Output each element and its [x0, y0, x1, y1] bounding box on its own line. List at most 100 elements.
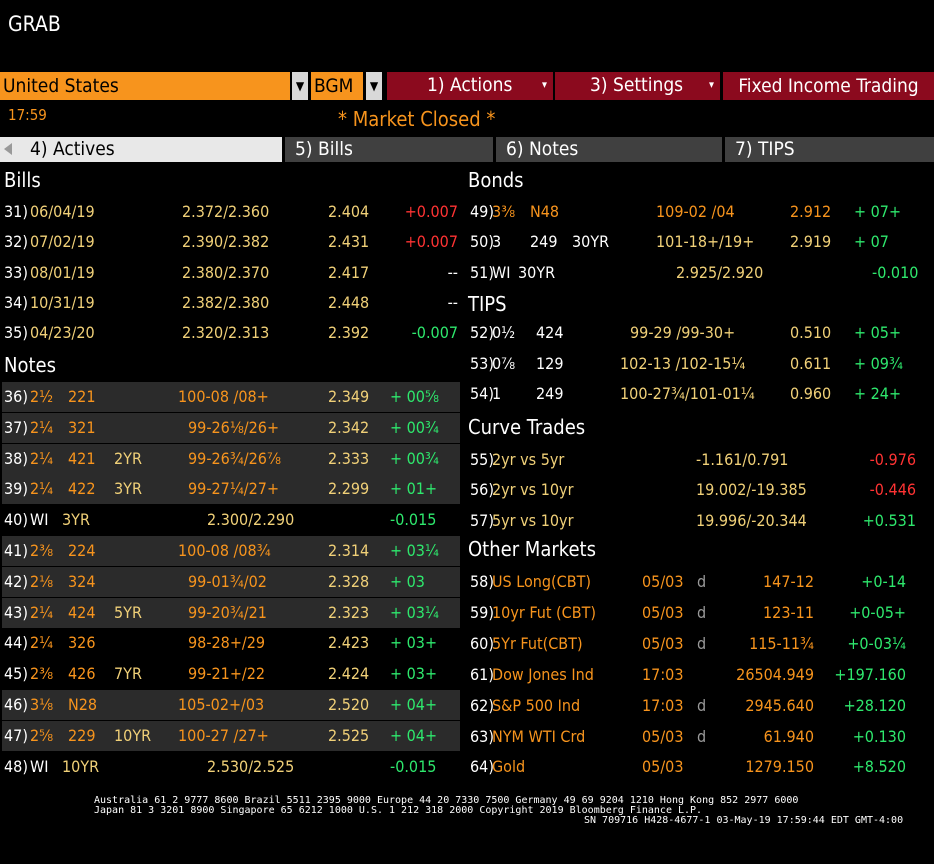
yield: 2.423	[328, 633, 370, 653]
coupon: WI	[492, 262, 511, 282]
row-number: 60)	[470, 633, 494, 653]
bid-ask: 99-26⅛/26+	[188, 417, 279, 437]
table-row[interactable]: 49) 3⅜ N48 109-02 /04 2.912 + 07+	[468, 197, 930, 227]
other-markets-section-title: Other Markets	[468, 537, 596, 561]
bills-section-title: Bills	[4, 168, 41, 192]
table-row[interactable]: 57) 5yr vs 10yr 19.996/-20.344 +0.531	[468, 506, 930, 536]
table-row[interactable]: 52) 0½ 424 99-29 /99-30+ 0.510 + 05+	[468, 318, 930, 348]
bid-ask: 99-21+/22	[188, 664, 266, 684]
change: -0.976	[869, 450, 916, 469]
coupon: 2½	[30, 387, 54, 406]
bid-ask: 2.380/2.370	[182, 262, 270, 282]
market-price: 1279.150	[745, 757, 814, 777]
table-row[interactable]: 61) Dow Jones Ind 17:03 26504.949 +197.160	[468, 660, 930, 690]
bid-ask: 109-02 /04	[656, 202, 735, 221]
maturity: 3YR	[62, 510, 90, 530]
source-dropdown-icon[interactable]: ▼	[366, 72, 382, 100]
tab-tips[interactable]: 7) TIPS	[725, 137, 934, 162]
table-row[interactable]: 33) 08/01/19 2.380/2.370 2.417 --	[2, 258, 460, 288]
maturity: N28	[68, 695, 98, 714]
tab-actives[interactable]: 4) Actives	[0, 137, 282, 162]
bid-ask: 105-02+/03	[178, 695, 265, 714]
settings-menu-button[interactable]: 3) Settings ▾	[555, 72, 720, 100]
footer-line-3: SN 709716 H428-4677-1 03-May-19 17:59:44…	[584, 815, 904, 826]
table-row[interactable]: 44) 2¼ 326 98-28+/29 2.423 + 03+	[2, 628, 460, 658]
table-row[interactable]: 59) 10yr Fut (CBT) 05/03 d 123-11 +0-05+	[468, 598, 930, 628]
country-dropdown-icon[interactable]: ▼	[292, 72, 308, 100]
table-row[interactable]: 50) 3 249 30YR 101-18+/19+ 2.919 + 07	[468, 227, 930, 257]
actions-label: 1) Actions	[427, 74, 513, 96]
yield: 0.510	[790, 323, 832, 342]
table-row[interactable]: 60) 5Yr Fut(CBT) 05/03 d 115-11¾ +0-03¼	[468, 629, 930, 659]
market-date: 05/03	[642, 633, 684, 653]
market-date: 05/03	[642, 572, 684, 591]
change: + 03	[390, 571, 425, 591]
table-row[interactable]: 35) 04/23/20 2.320/2.313 2.392 -0.007	[2, 318, 460, 348]
row-number: 48)	[4, 756, 28, 776]
row-number: 39)	[4, 479, 28, 499]
maturity: 421	[68, 448, 96, 468]
source-select[interactable]: BGM	[311, 72, 363, 100]
bid-ask: 100-27¾/101-01¼	[620, 384, 755, 404]
table-row[interactable]: 46) 3⅛ N28 105-02+/03 2.520 + 04+	[2, 690, 460, 720]
tab-notes[interactable]: 6) Notes	[496, 137, 722, 162]
change: -0.010	[872, 262, 919, 282]
table-row[interactable]: 62) S&P 500 Ind 17:03 d 2945.640 +28.120	[468, 691, 930, 721]
yield: 2.404	[328, 202, 370, 221]
table-row[interactable]: 42) 2⅛ 324 99-01¾/02 2.328 + 03	[2, 566, 460, 597]
table-row[interactable]: 40) WI 3YR 2.300/2.290 -0.015	[2, 505, 460, 535]
tips-section-title: TIPS	[468, 292, 507, 316]
table-row[interactable]: 38) 2¼ 421 2YR 99-26¾/26⅞ 2.333 + 00¾	[2, 443, 460, 474]
coupon: 2¼	[30, 479, 54, 499]
actions-menu-button[interactable]: 1) Actions ▾	[387, 72, 553, 100]
table-row[interactable]: 56) 2yr vs 10yr 19.002/-19.385 -0.446	[468, 475, 930, 505]
table-row[interactable]: 37) 2¼ 321 99-26⅛/26+ 2.342 + 00¾	[2, 412, 460, 443]
row-number: 33)	[4, 262, 28, 282]
coupon: 2¼	[30, 448, 54, 468]
clock-time: 17:59	[8, 106, 47, 124]
change: +0.130	[852, 726, 906, 746]
change: +0.007	[404, 232, 458, 252]
coupon: 2¼	[30, 602, 54, 622]
tab-bills[interactable]: 5) Bills	[285, 137, 493, 162]
table-row[interactable]: 32) 07/02/19 2.390/2.382 2.431 +0.007	[2, 227, 460, 257]
table-row[interactable]: 58) US Long(CBT) 05/03 d 147-12 +0-14	[468, 567, 930, 597]
coupon: 2⅜	[30, 664, 54, 684]
table-row[interactable]: 43) 2¼ 424 5YR 99-20¾/21 2.323 + 03¼	[2, 597, 460, 628]
table-row[interactable]: 41) 2⅜ 224 100-08 /08¾ 2.314 + 03¼	[2, 536, 460, 566]
table-row[interactable]: 31) 06/04/19 2.372/2.360 2.404 +0.007	[2, 197, 460, 227]
change: + 01+	[390, 479, 438, 499]
row-number: 61)	[470, 664, 494, 684]
table-row[interactable]: 39) 2¼ 422 3YR 99-27¼/27+ 2.299 + 01+	[2, 474, 460, 505]
bid-ask: 2.320/2.313	[182, 323, 270, 343]
change: + 05+	[854, 323, 902, 342]
table-row[interactable]: 36) 2½ 221 100-08 /08+ 2.349 + 00⅝	[2, 382, 460, 412]
scroll-left-icon[interactable]	[4, 143, 12, 155]
table-row[interactable]: 64) Gold 05/03 1279.150 +8.520	[468, 752, 930, 782]
change: +0-05+	[849, 602, 906, 622]
table-row[interactable]: 54) 1 249 100-27¾/101-01¼ 0.960 + 24+	[468, 379, 930, 409]
table-row[interactable]: 53) 0⅞ 129 102-13 /102-15¼ 0.611 + 09¾	[468, 349, 930, 379]
bid-ask: 2.372/2.360	[182, 202, 270, 221]
yield: 2.431	[328, 232, 370, 252]
table-row[interactable]: 63) NYM WTI Crd 05/03 d 61.940 +0.130	[468, 722, 930, 752]
maturity: 426	[68, 664, 96, 684]
window-title: GRAB	[8, 12, 61, 36]
table-row[interactable]: 45) 2⅜ 426 7YR 99-21+/22 2.424 + 03+	[2, 659, 460, 689]
maturity: 324	[68, 571, 96, 591]
table-row[interactable]: 51) WI 30YR 2.925/2.920 -0.010	[468, 258, 930, 288]
maturity: 229	[68, 725, 96, 745]
tenor: 10YR	[114, 725, 152, 745]
row-number: 57)	[470, 510, 494, 530]
fixed-income-trading-button[interactable]: Fixed Income Trading	[723, 72, 934, 100]
yield: 2.323	[328, 602, 370, 622]
table-row[interactable]: 55) 2yr vs 5yr -1.161/0.791 -0.976	[468, 445, 930, 475]
country-select[interactable]: United States	[0, 72, 290, 100]
row-number: 52)	[470, 323, 494, 342]
change: +28.120	[843, 695, 906, 715]
table-row[interactable]: 47) 2⅝ 229 10YR 100-27 /27+ 2.525 + 04+	[2, 720, 460, 751]
table-row[interactable]: 34) 10/31/19 2.382/2.380 2.448 --	[2, 288, 460, 318]
table-row[interactable]: 48) WI 10YR 2.530/2.525 -0.015	[2, 752, 460, 782]
market-price: 2945.640	[745, 695, 814, 715]
change: -0.015	[390, 510, 437, 530]
